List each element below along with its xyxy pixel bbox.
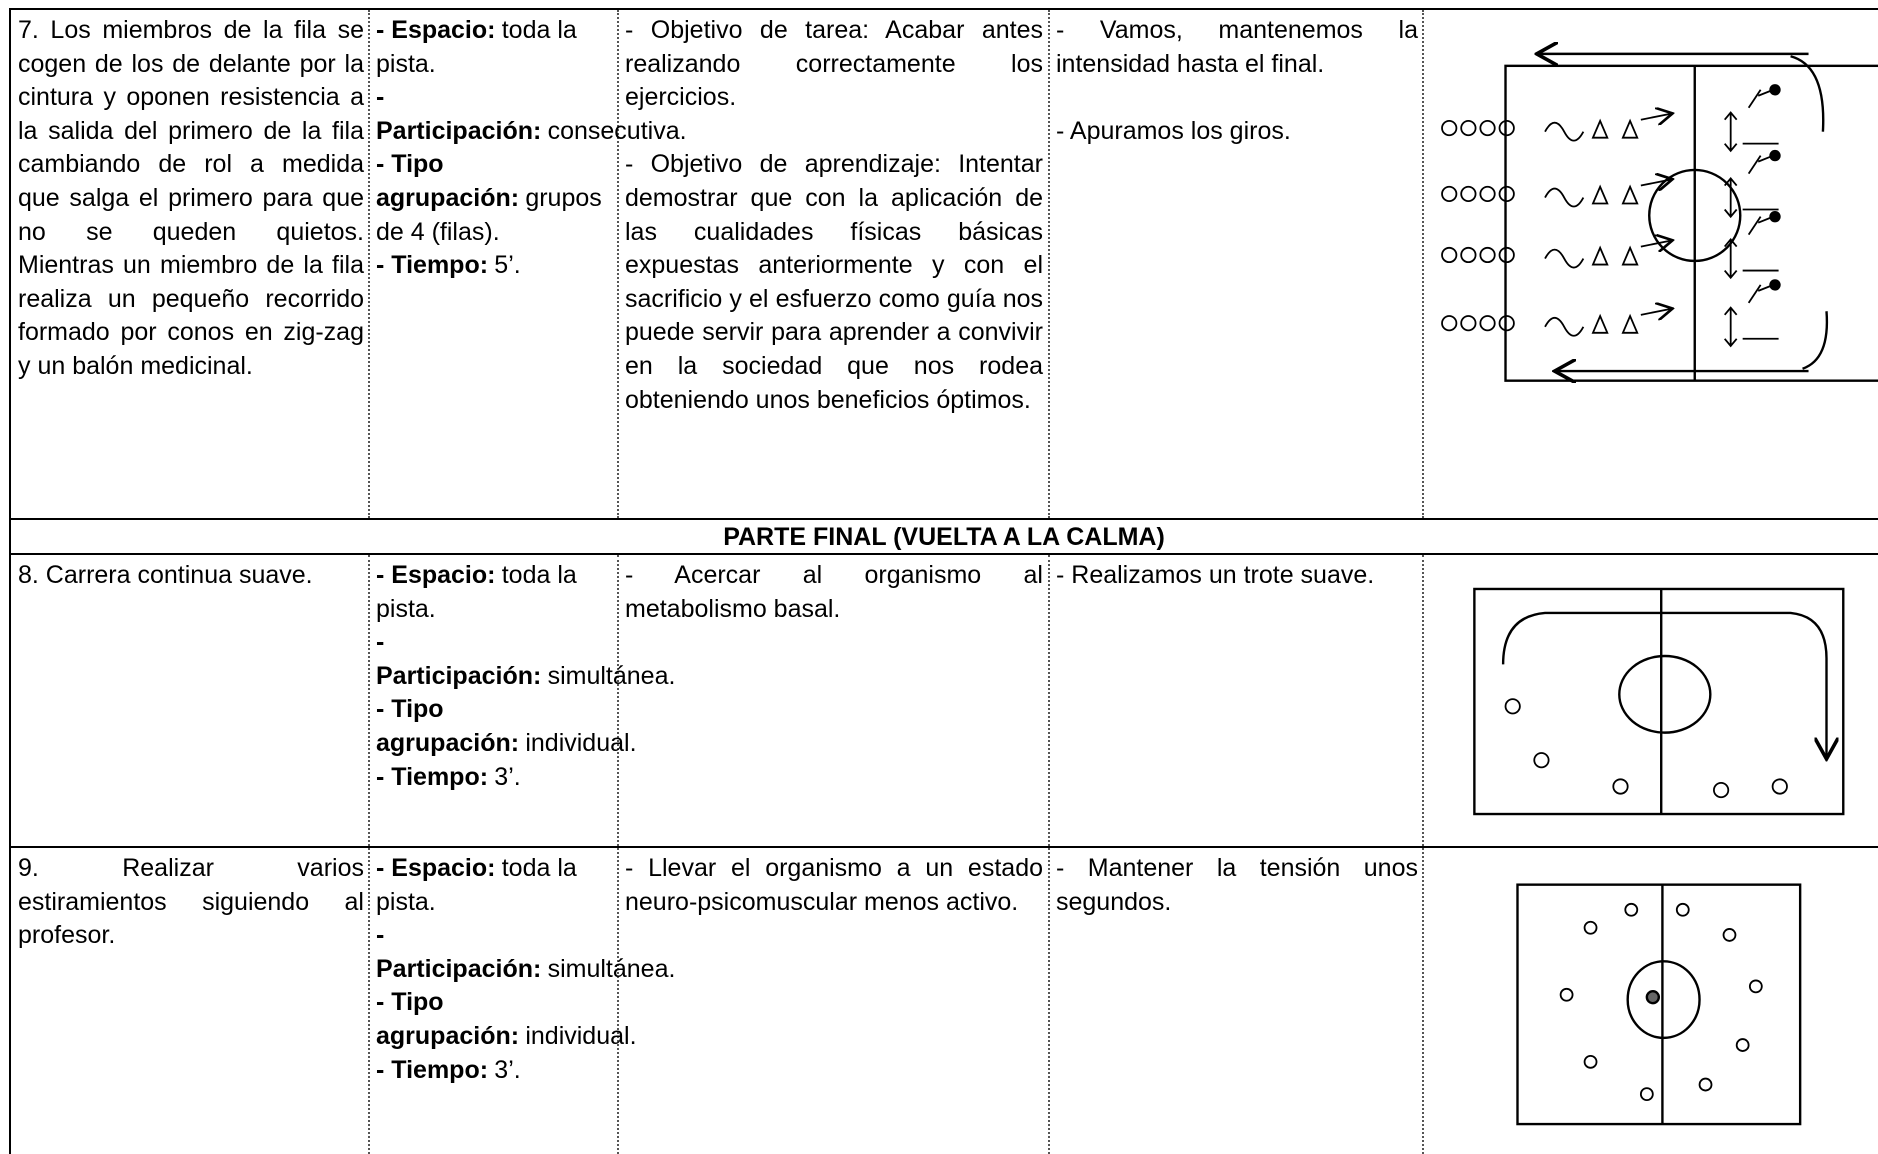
org-label: - Tipo agrupación: xyxy=(376,988,520,1050)
org-label: - Participación: xyxy=(376,83,542,145)
org-text: toda la pista. xyxy=(376,561,577,623)
org-text: individual. xyxy=(525,1021,637,1050)
org-item: - Tiempo: 5’. xyxy=(376,249,612,283)
feedback-item: - Realizamos un trote suave. xyxy=(1056,561,1375,589)
org-label: - Tiempo: xyxy=(376,251,489,280)
org-label: - Tiempo: xyxy=(376,1055,489,1084)
feedback: - Mantener la tensión unos segundos. xyxy=(1050,849,1424,922)
diagram-run xyxy=(1473,587,1845,816)
section-heading: PARTE FINAL (VUELTA A LA CALMA) xyxy=(723,523,1165,551)
divider xyxy=(1048,555,1050,1154)
organization: - Espacio: toda la pista. - Participación… xyxy=(370,11,687,286)
org-label: - Tipo agrupación: xyxy=(376,695,520,757)
org-item: - Tiempo: 3’. xyxy=(376,1054,612,1088)
org-item: - Participación: consecutiva. xyxy=(376,81,687,148)
org-text: individual. xyxy=(525,728,637,757)
feedback: - Realizamos un trote suave. xyxy=(1050,556,1424,596)
feedback-item: - Mantener la tensión unos segundos. xyxy=(1056,854,1418,916)
org-text: consecutiva. xyxy=(547,116,687,145)
org-text: 3’. xyxy=(494,762,521,791)
org-label: - Participación: xyxy=(376,628,542,690)
organization: - Espacio: toda la pista. - Participación… xyxy=(370,849,675,1090)
org-label: - Participación: xyxy=(376,921,542,983)
divider xyxy=(1422,555,1424,1154)
divider xyxy=(617,555,619,1154)
description: 9. Realizar varios estiramientos siguien… xyxy=(18,854,364,950)
description: 8. Carrera continua suave. xyxy=(18,561,313,589)
org-item: - Tipo agrupación: individual. xyxy=(376,693,637,760)
divider xyxy=(617,10,619,518)
objectives: - Acercar al organismo al metabolismo ba… xyxy=(619,556,1049,629)
divider xyxy=(1048,10,1050,518)
feedback: - Vamos, mantenemos la intensidad hasta … xyxy=(1050,11,1424,151)
org-text: simultánea. xyxy=(547,954,676,983)
description: 7. Los miembros de la fila se cogen de l… xyxy=(18,16,364,380)
divider xyxy=(368,10,370,518)
feedback-item: - Vamos, mantenemos la intensidad hasta … xyxy=(1056,16,1418,78)
divider xyxy=(368,555,370,1154)
objective: - Objetivo de aprendizaje: Intentar demo… xyxy=(625,150,1043,414)
border xyxy=(10,8,1878,10)
org-item: - Espacio: toda la pista. xyxy=(376,14,612,81)
org-text: 3’. xyxy=(494,1055,521,1084)
org-item: - Tiempo: 3’. xyxy=(376,761,612,795)
org-label: - Tipo agrupación: xyxy=(376,150,520,212)
org-text: simultánea. xyxy=(547,661,676,690)
org-text: toda la pista. xyxy=(376,854,577,916)
org-text: toda la pista. xyxy=(376,16,577,78)
objectives: - Objetivo de tarea: Acabar antes realiz… xyxy=(619,11,1049,420)
divider xyxy=(1422,10,1424,518)
objective: - Llevar el organismo a un estado neuro-… xyxy=(625,854,1043,916)
org-text: grupos de 4 (filas). xyxy=(376,183,602,246)
org-label: - Espacio: xyxy=(376,561,496,589)
border xyxy=(10,518,1878,520)
diagram-stretch xyxy=(1516,883,1802,1126)
org-item: - Tipo agrupación: grupos de 4 (filas). xyxy=(376,148,612,249)
org-item: - Participación: simultánea. xyxy=(376,919,675,986)
objective: - Acercar al organismo al metabolismo ba… xyxy=(625,561,1043,623)
border xyxy=(10,846,1878,848)
org-label: - Espacio: xyxy=(376,16,496,44)
org-item: - Participación: simultánea. xyxy=(376,626,675,693)
org-item: - Espacio: toda la pista. xyxy=(376,852,612,919)
border xyxy=(9,8,11,1154)
org-item: - Espacio: toda la pista. xyxy=(376,559,612,626)
organization: - Espacio: toda la pista. - Participación… xyxy=(370,556,675,797)
diagram-relay xyxy=(1441,54,1878,381)
org-text: 5’. xyxy=(494,251,521,280)
objective: - Objetivo de tarea: Acabar antes realiz… xyxy=(625,16,1043,112)
org-label: - Espacio: xyxy=(376,854,496,882)
org-item: - Tipo agrupación: individual. xyxy=(376,986,637,1053)
feedback-item: - Apuramos los giros. xyxy=(1056,116,1291,145)
org-label: - Tiempo: xyxy=(376,762,489,791)
border xyxy=(10,553,1878,555)
objectives: - Llevar el organismo a un estado neuro-… xyxy=(619,849,1049,922)
